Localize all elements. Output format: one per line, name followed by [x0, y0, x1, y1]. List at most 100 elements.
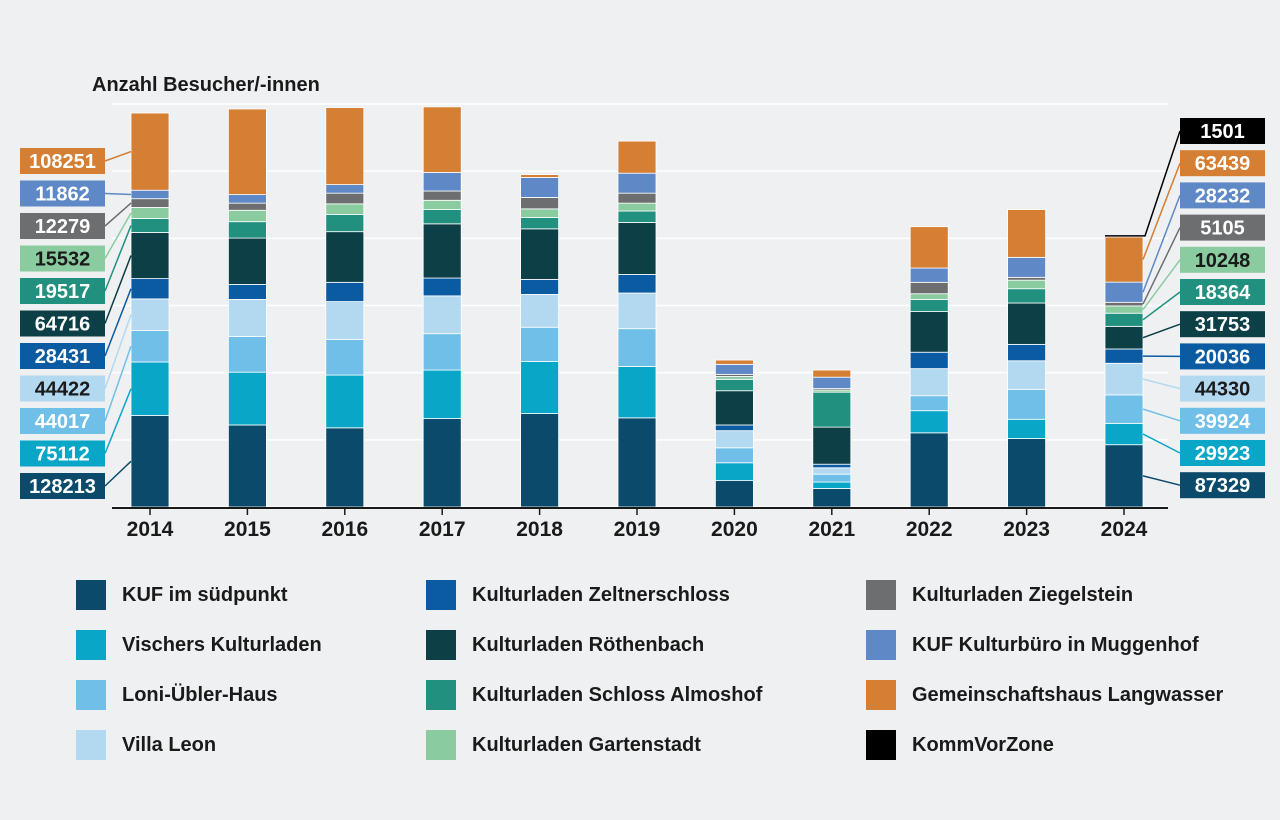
bar-segment-2017-5	[422, 223, 462, 279]
leader-line	[104, 225, 132, 292]
value-label-text: 5105	[1200, 218, 1245, 240]
legend-label: Kulturladen Schloss Almoshof	[472, 683, 763, 706]
value-label-box	[1180, 246, 1265, 273]
bar-segment-2016-10	[325, 107, 365, 185]
value-label-box	[20, 343, 105, 369]
bar-segment-2022-0	[909, 432, 949, 508]
bar-segment-2016-7	[325, 203, 365, 215]
bar-segment-2015-9	[227, 194, 267, 204]
bar-segment-2023-8	[1007, 276, 1046, 281]
value-label-text: 29923	[1195, 443, 1251, 465]
bar-segment-2016-6	[325, 214, 365, 233]
bar-segment-2022-3	[909, 368, 949, 397]
bar-segment-2022-1	[909, 410, 949, 434]
bar-segment-2023-5	[1007, 302, 1046, 345]
bar-segment-2015-8	[227, 202, 267, 211]
bar-segment-2014-6	[130, 218, 170, 233]
legend-item: Kulturladen Ziegelstein	[866, 578, 1133, 612]
x-tick-label-2020: 2020	[711, 518, 758, 541]
left-value-labels: 108251 11862 12279 15532 19517 64716 28431 4442…	[20, 148, 132, 499]
bar-segment-2022-2	[909, 395, 949, 412]
bar-segment-2016-4	[325, 281, 365, 302]
bar-segment-2016-8	[325, 192, 365, 205]
x-tick-label-2023: 2023	[1003, 518, 1050, 541]
value-label-2014-1: 75112	[20, 388, 132, 467]
legend-swatch	[76, 680, 106, 710]
value-label-text: 44330	[1195, 379, 1251, 401]
bar-segment-2017-2	[422, 333, 462, 371]
bar-segment-2021-2	[812, 473, 852, 483]
value-label-text: 12279	[35, 216, 91, 238]
legend-swatch	[866, 730, 896, 760]
x-tick-label-2015: 2015	[224, 518, 271, 541]
bar-segment-2018-9	[520, 177, 559, 198]
legend-label: Vischers Kulturladen	[122, 633, 322, 656]
x-tick-label-2016: 2016	[321, 518, 368, 541]
stacked-bar-chart: 2014 2015 2016 2017 2018 2019 2020 2021 2022 2023…	[20, 103, 1265, 541]
leader-line	[104, 346, 132, 422]
value-label-text: 28431	[35, 346, 91, 368]
x-tick-label-2022: 2022	[906, 518, 953, 541]
value-label-2024-3: 44330	[1142, 375, 1265, 402]
legend-item: Gemeinschaftshaus Langwasser	[866, 678, 1223, 712]
value-label-text: 75112	[35, 444, 90, 466]
bar-segment-2017-3	[422, 295, 462, 335]
value-label-text: 1501	[1200, 121, 1245, 143]
value-label-box	[1180, 311, 1265, 338]
bar-segment-2023-7	[1007, 279, 1046, 290]
value-label-box	[20, 278, 105, 304]
leader-line	[1142, 408, 1181, 422]
value-label-box	[1180, 214, 1265, 241]
legend-item: Villa Leon	[76, 728, 216, 762]
legend-swatch	[426, 680, 456, 710]
value-label-2024-7: 10248	[1142, 246, 1265, 311]
legend-label: Kulturladen Röthenbach	[472, 633, 705, 656]
leader-line	[104, 150, 132, 162]
bar-segment-2022-10	[909, 226, 949, 269]
bar-segment-2023-10	[1007, 209, 1046, 258]
bar-segment-2017-10	[422, 106, 462, 173]
legend-label: KommVorZone	[912, 733, 1054, 756]
bar-segment-2017-4	[422, 277, 462, 297]
bar-segment-2014-7	[130, 207, 170, 219]
legend-label: KUF im südpunkt	[122, 583, 288, 606]
value-label-2024-4: 20036	[1142, 343, 1265, 370]
legend-label: Gemeinschaftshaus Langwasser	[912, 683, 1224, 706]
value-label-2014-10: 108251	[20, 148, 132, 174]
bar-segment-2024-5	[1104, 325, 1144, 350]
leader-line	[1142, 195, 1181, 293]
x-tick-label-2019: 2019	[614, 518, 661, 541]
bar-segment-2023-2	[1007, 388, 1046, 420]
value-label-text: 108251	[29, 151, 96, 173]
leader-line	[1142, 378, 1181, 390]
value-label-box	[20, 375, 105, 402]
bar-segment-2014-8	[130, 198, 170, 208]
legend-label: Villa Leon	[122, 733, 217, 756]
legend-label: Kulturladen Ziegelstein	[912, 583, 1134, 606]
value-label-text: 20036	[1195, 346, 1251, 368]
bar-segment-2020-0	[715, 480, 754, 508]
bar-segment-2020-7	[715, 376, 754, 380]
value-label-text: 11862	[35, 184, 90, 206]
value-label-box	[1180, 118, 1265, 144]
bar-segment-2024-8	[1104, 301, 1144, 307]
bar-segment-2014-3	[130, 298, 170, 331]
leader-line	[104, 314, 132, 389]
bar-segment-2022-8	[909, 281, 949, 295]
value-label-box	[20, 310, 105, 337]
bar-segment-2015-5	[227, 237, 267, 285]
bar-segment-2017-7	[422, 199, 462, 210]
bar-segment-2021-1	[812, 481, 852, 489]
bar-segment-2015-6	[227, 221, 267, 239]
bar-segment-2024-1	[1104, 422, 1144, 446]
value-label-text: 44017	[35, 411, 91, 433]
x-tick-label-2018: 2018	[516, 518, 563, 541]
leader-line	[104, 388, 132, 454]
bar-segment-2019-3	[617, 292, 657, 330]
x-tick-label-2024: 2024	[1101, 518, 1148, 541]
bar-segment-2017-0	[422, 418, 462, 508]
value-label-2014-8: 12279	[20, 202, 132, 239]
bar-segment-2023-4	[1007, 343, 1046, 362]
value-label-box	[1180, 440, 1265, 466]
leader-line	[104, 202, 132, 227]
